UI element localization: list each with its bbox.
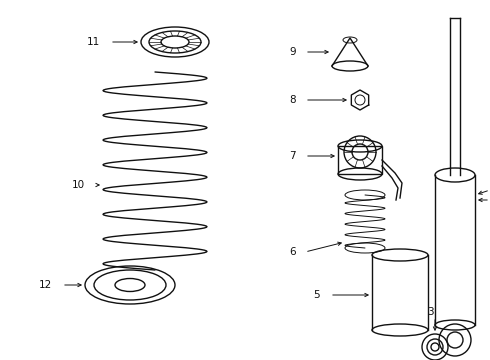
Text: 7: 7 (290, 151, 296, 161)
Text: 10: 10 (72, 180, 85, 190)
Text: 9: 9 (290, 47, 296, 57)
Text: 12: 12 (39, 280, 52, 290)
Text: 6: 6 (290, 247, 296, 257)
Text: 11: 11 (87, 37, 100, 47)
Text: 3: 3 (427, 307, 433, 317)
Text: 5: 5 (314, 290, 320, 300)
Text: 8: 8 (290, 95, 296, 105)
